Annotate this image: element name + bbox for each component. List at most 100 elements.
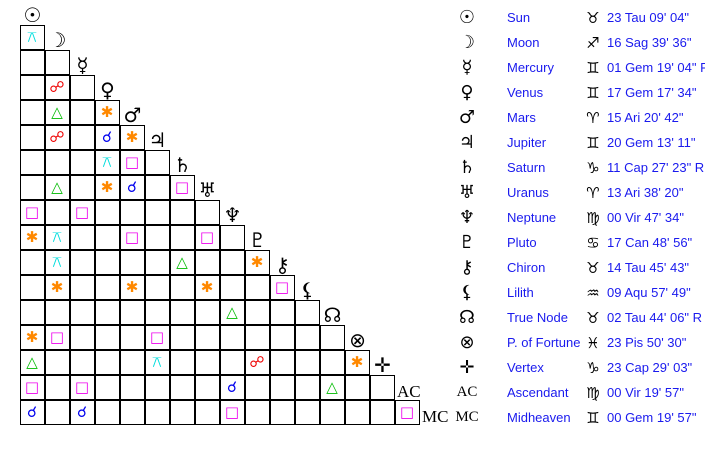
aspect-cell bbox=[69, 299, 95, 325]
ascendant-icon: AC bbox=[456, 384, 478, 400]
body-name[interactable]: Jupiter bbox=[507, 135, 547, 150]
vertex-icon: ✛ bbox=[374, 353, 391, 377]
chiron-icon: ⚷ bbox=[275, 253, 290, 277]
body-name[interactable]: Mercury bbox=[507, 60, 554, 75]
aspect-cell bbox=[244, 274, 270, 300]
sextile-icon: ✱ bbox=[350, 352, 364, 371]
square-icon: □ bbox=[124, 152, 140, 171]
aspect-cell bbox=[319, 399, 345, 425]
list-item: ⚷ Chiron ♉ 14 Tau 45' 43" bbox=[455, 255, 705, 280]
body-name[interactable]: P. of Fortune bbox=[507, 335, 581, 350]
body-position[interactable]: 17 Can 48' 56" bbox=[607, 235, 693, 250]
body-position[interactable]: 14 Tau 45' 43" bbox=[607, 260, 690, 275]
aspect-cell bbox=[194, 299, 220, 325]
aspect-cell bbox=[194, 249, 220, 275]
aspect-cell bbox=[294, 399, 320, 425]
body-name[interactable]: Venus bbox=[507, 85, 544, 100]
conjunction-icon: ☌ bbox=[126, 177, 138, 196]
body-name[interactable]: Moon bbox=[507, 35, 540, 50]
sextile-icon: ✱ bbox=[250, 252, 264, 271]
opposition-icon: ☍ bbox=[49, 127, 65, 146]
aspect-cell bbox=[219, 349, 245, 375]
pluto-icon: ♇ bbox=[458, 232, 476, 253]
body-name[interactable]: Midheaven bbox=[507, 410, 571, 425]
aspect-cell: □ bbox=[19, 199, 45, 225]
body-position[interactable]: 02 Tau 44' 06" R bbox=[607, 310, 703, 325]
list-item: ☉ Sun ♉ 23 Tau 09' 04" bbox=[455, 5, 705, 30]
aspect-cell bbox=[344, 374, 370, 400]
aspect-cell bbox=[44, 49, 70, 75]
body-position[interactable]: 23 Pis 50' 30" bbox=[607, 335, 687, 350]
zodiac-sign-icon: ♉ bbox=[586, 308, 600, 327]
aspect-cell: ⚻ bbox=[144, 349, 170, 375]
venus-icon: ♀ bbox=[100, 78, 115, 102]
zodiac-sign-icon: ♓ bbox=[586, 333, 600, 352]
body-position[interactable]: 17 Gem 17' 34" bbox=[607, 85, 697, 100]
aspect-cell bbox=[269, 374, 295, 400]
body-position[interactable]: 00 Vir 47' 34" bbox=[607, 210, 684, 225]
body-position[interactable]: 11 Cap 27' 23" R bbox=[607, 160, 705, 175]
body-name[interactable]: Saturn bbox=[507, 160, 546, 175]
aspect-cell: ✱ bbox=[94, 99, 120, 125]
body-position[interactable]: 23 Tau 09' 04" bbox=[607, 10, 690, 25]
body-position[interactable]: 15 Ari 20' 42" bbox=[607, 110, 684, 125]
true-node-icon: ☊ bbox=[323, 303, 342, 327]
trine-icon: △ bbox=[176, 252, 188, 271]
aspect-cell bbox=[244, 324, 270, 350]
aspect-cell: □ bbox=[69, 199, 95, 225]
body-name[interactable]: Chiron bbox=[507, 260, 546, 275]
body-name[interactable]: Neptune bbox=[507, 210, 557, 225]
body-position[interactable]: 00 Vir 19' 57" bbox=[607, 385, 684, 400]
aspect-cell bbox=[19, 149, 45, 175]
body-position[interactable]: 13 Ari 38' 20" bbox=[607, 185, 684, 200]
body-name[interactable]: True Node bbox=[507, 310, 568, 325]
body-name[interactable]: Uranus bbox=[507, 185, 549, 200]
aspect-cell bbox=[44, 374, 70, 400]
square-icon: □ bbox=[399, 402, 415, 421]
aspect-cell bbox=[44, 399, 70, 425]
aspect-cell: ☌ bbox=[219, 374, 245, 400]
aspect-cell bbox=[244, 399, 270, 425]
conjunction-icon: ☌ bbox=[26, 402, 38, 421]
aspect-cell: □ bbox=[394, 399, 420, 425]
square-icon: □ bbox=[274, 277, 290, 296]
aspect-cell bbox=[194, 199, 220, 225]
aspect-cell bbox=[119, 199, 145, 225]
aspect-cell bbox=[269, 349, 295, 375]
opposition-icon: ☍ bbox=[49, 77, 65, 96]
aspect-cell bbox=[19, 124, 45, 150]
mars-icon: ♂ bbox=[458, 107, 476, 128]
body-name[interactable]: Ascendant bbox=[507, 385, 569, 400]
aspect-cell bbox=[119, 249, 145, 275]
body-position[interactable]: 16 Sag 39' 36" bbox=[607, 35, 692, 50]
p-of-fortune-icon: ⊗ bbox=[349, 328, 366, 352]
body-name[interactable]: Vertex bbox=[507, 360, 544, 375]
aspect-cell bbox=[169, 299, 195, 325]
body-position[interactable]: 01 Gem 19' 04" R bbox=[607, 60, 705, 75]
body-name[interactable]: Sun bbox=[507, 10, 531, 25]
body-name[interactable]: Lilith bbox=[507, 285, 534, 300]
list-item: ☿ Mercury ♊ 01 Gem 19' 04" R bbox=[455, 55, 705, 80]
body-position[interactable]: 23 Cap 29' 03" bbox=[607, 360, 693, 375]
square-icon: □ bbox=[74, 202, 90, 221]
body-name[interactable]: Mars bbox=[507, 110, 536, 125]
body-position[interactable]: 09 Aqu 57' 49" bbox=[607, 285, 691, 300]
p-of-fortune-icon: ⊗ bbox=[459, 332, 475, 353]
aspect-cell bbox=[144, 399, 170, 425]
aspect-cell: △ bbox=[44, 99, 70, 125]
aspect-cell bbox=[119, 399, 145, 425]
aspect-cell bbox=[144, 274, 170, 300]
conjunction-icon: ☌ bbox=[76, 402, 88, 421]
list-item: ♄ Saturn ♑ 11 Cap 27' 23" R bbox=[455, 155, 705, 180]
zodiac-sign-icon: ♑ bbox=[586, 158, 600, 177]
aspect-cell: ✱ bbox=[119, 124, 145, 150]
square-icon: □ bbox=[174, 177, 190, 196]
body-position[interactable]: 00 Gem 19' 57" bbox=[607, 410, 697, 425]
body-name[interactable]: Pluto bbox=[507, 235, 537, 250]
body-position[interactable]: 20 Gem 13' 11" bbox=[607, 135, 696, 150]
opposition-icon: ☍ bbox=[249, 352, 265, 371]
aspect-cell: ✱ bbox=[19, 224, 45, 250]
square-icon: □ bbox=[149, 327, 165, 346]
vertex-icon: ✛ bbox=[459, 357, 475, 378]
aspect-cell bbox=[219, 324, 245, 350]
